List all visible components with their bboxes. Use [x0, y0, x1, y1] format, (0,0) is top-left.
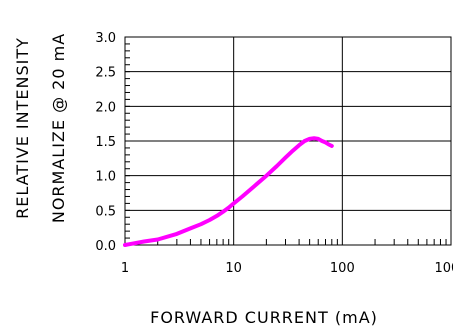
y-tick-label-6: 3.0 — [95, 31, 116, 46]
plot-frame — [124, 36, 452, 246]
x-tick-label-1: 10 — [225, 261, 242, 276]
grid-lines — [125, 37, 451, 245]
series-line-intensity — [123, 136, 334, 247]
x-tick-label-0: 1 — [121, 261, 129, 276]
y-axis-label-line-1: RELATIVE INTENSITY — [13, 37, 32, 219]
y-axis-label-line-2: NORMALIZE @ 20 mA — [49, 33, 68, 223]
x-axis-label: FORWARD CURRENT (mA) — [150, 308, 378, 327]
y-tick-label-1: 0.5 — [95, 204, 116, 219]
y-tick-label-0: 0.0 — [95, 239, 116, 254]
y-tick-label-4: 2.0 — [95, 100, 116, 115]
x-tick-label-3: 1000 — [434, 261, 453, 276]
y-tick-labels: 0.0 0.5 1.0 1.5 2.0 2.5 3.0 — [95, 31, 116, 254]
x-tick-label-2: 100 — [330, 261, 355, 276]
y-tick-label-3: 1.5 — [95, 135, 116, 150]
y-tick-label-5: 2.5 — [95, 66, 116, 81]
y-tick-label-2: 1.0 — [95, 170, 116, 185]
x-tick-labels: 1 10 100 1000 — [121, 261, 453, 276]
